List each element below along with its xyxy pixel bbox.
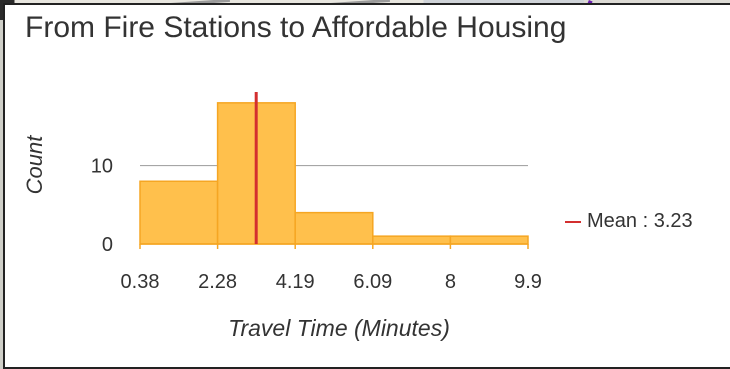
y-tick-label: 10	[91, 156, 113, 178]
x-tick-label: 4.19	[276, 271, 315, 293]
x-tick-label: 2.28	[198, 271, 237, 293]
chart-card: From Fire Stations to Affordable Housing…	[3, 3, 730, 369]
x-tick-label: 8	[445, 271, 456, 293]
x-tick-label: 9.9	[514, 271, 542, 293]
legend: Mean : 3.23	[565, 210, 693, 233]
histogram-bar	[294, 211, 374, 245]
histogram-plot: 0.38 2.28 4.19 6.09 8 9.9 0 10	[91, 92, 542, 293]
legend-mean-swatch	[565, 220, 581, 223]
x-tick-label: 6.09	[353, 271, 392, 293]
histogram-bar	[372, 235, 452, 245]
histogram-bar	[139, 180, 219, 245]
x-axis-label: Travel Time (Minutes)	[228, 315, 450, 341]
x-tick-label: 0.38	[121, 271, 160, 293]
y-tick-label: 0	[102, 234, 113, 256]
histogram-bar	[449, 235, 529, 245]
legend-mean-label: Mean : 3.23	[587, 210, 693, 232]
chart-title: From Fire Stations to Affordable Housing	[25, 11, 567, 44]
